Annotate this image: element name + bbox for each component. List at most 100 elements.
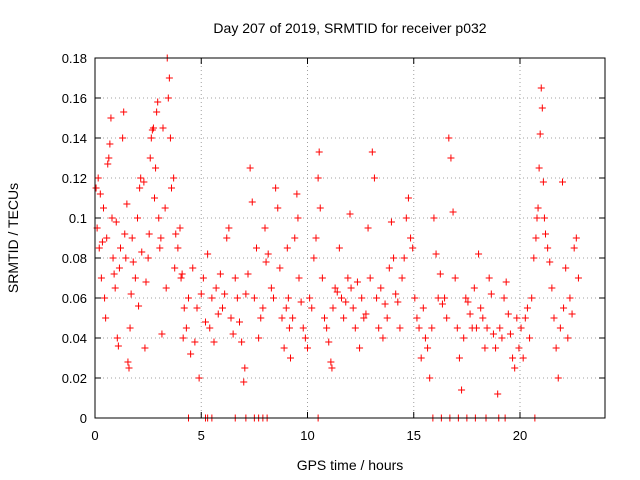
data-point	[556, 324, 564, 332]
data-point	[137, 174, 145, 182]
y-tick-label: 0.12	[62, 171, 87, 186]
data-point	[236, 318, 243, 326]
data-point	[264, 250, 272, 258]
data-point	[356, 344, 364, 352]
data-point	[125, 364, 133, 372]
data-point	[122, 254, 130, 262]
data-point	[135, 302, 143, 310]
data-point	[396, 324, 404, 332]
data-point	[304, 344, 311, 352]
data-point	[284, 294, 292, 302]
data-point	[216, 270, 224, 278]
data-point	[227, 314, 235, 322]
data-point	[97, 274, 105, 282]
data-point	[246, 164, 254, 172]
data-point	[449, 208, 457, 216]
data-point	[487, 290, 495, 298]
data-point	[342, 298, 350, 306]
data-point	[385, 264, 393, 272]
data-point	[101, 294, 109, 302]
data-point	[318, 274, 326, 282]
data-point	[335, 244, 343, 252]
data-point	[176, 224, 184, 232]
data-point	[552, 344, 560, 352]
data-point	[153, 108, 161, 116]
data-point	[404, 194, 412, 202]
y-tick-label: 0.04	[62, 331, 87, 346]
data-point	[158, 330, 166, 338]
data-point	[428, 324, 436, 332]
data-point	[539, 178, 547, 186]
data-point	[392, 290, 400, 298]
data-point	[182, 324, 190, 332]
data-point	[572, 234, 580, 242]
data-point	[121, 230, 129, 238]
data-point	[219, 304, 226, 312]
data-point	[253, 244, 260, 252]
data-point	[394, 298, 402, 306]
data-point	[340, 314, 348, 322]
data-point	[506, 330, 514, 338]
data-point	[333, 288, 341, 296]
data-point	[172, 230, 180, 238]
data-point	[387, 218, 395, 226]
y-tick-label: 0.1	[69, 211, 87, 226]
data-point	[331, 284, 339, 292]
data-point	[564, 334, 572, 342]
data-point	[447, 154, 455, 162]
data-point	[96, 190, 104, 198]
data-point	[170, 174, 178, 182]
data-point	[231, 274, 239, 282]
data-point	[316, 204, 324, 212]
data-point	[455, 354, 463, 362]
data-point	[294, 214, 302, 222]
data-point	[159, 124, 167, 132]
data-point	[550, 314, 558, 322]
data-point	[548, 284, 556, 292]
data-point	[244, 270, 252, 278]
data-point	[533, 214, 541, 222]
data-point	[562, 264, 570, 272]
data-point	[430, 214, 438, 222]
data-point	[187, 350, 195, 358]
data-point	[114, 342, 122, 350]
data-point	[202, 318, 209, 326]
data-point	[208, 294, 216, 302]
data-point	[409, 244, 417, 252]
y-tick-label: 0.08	[62, 251, 87, 266]
data-point	[141, 344, 149, 352]
data-point	[464, 298, 472, 306]
data-point	[509, 354, 517, 362]
data-point	[285, 324, 293, 332]
data-point	[426, 374, 434, 382]
data-point	[349, 304, 357, 312]
data-point	[351, 324, 359, 332]
data-point	[131, 274, 139, 282]
data-point	[327, 358, 335, 366]
data-point	[177, 274, 185, 282]
x-tick-label: 0	[91, 428, 98, 443]
data-point	[451, 274, 459, 282]
data-point	[306, 294, 314, 302]
data-point	[110, 270, 118, 278]
data-point	[417, 354, 425, 362]
data-point	[530, 254, 538, 262]
data-point	[502, 278, 510, 286]
data-point	[325, 338, 333, 346]
data-point	[106, 140, 114, 148]
data-point	[570, 244, 578, 252]
data-point	[526, 334, 534, 342]
data-point	[559, 178, 566, 186]
data-point	[379, 334, 387, 342]
data-point	[126, 324, 134, 332]
data-point	[299, 324, 307, 332]
y-tick-label: 0.14	[62, 131, 87, 146]
data-point	[328, 364, 336, 372]
data-point	[189, 264, 197, 272]
data-point	[291, 234, 299, 242]
data-point	[94, 174, 102, 182]
data-points	[92, 54, 582, 422]
data-point	[373, 294, 381, 302]
data-point	[554, 374, 562, 382]
data-point	[400, 254, 408, 262]
